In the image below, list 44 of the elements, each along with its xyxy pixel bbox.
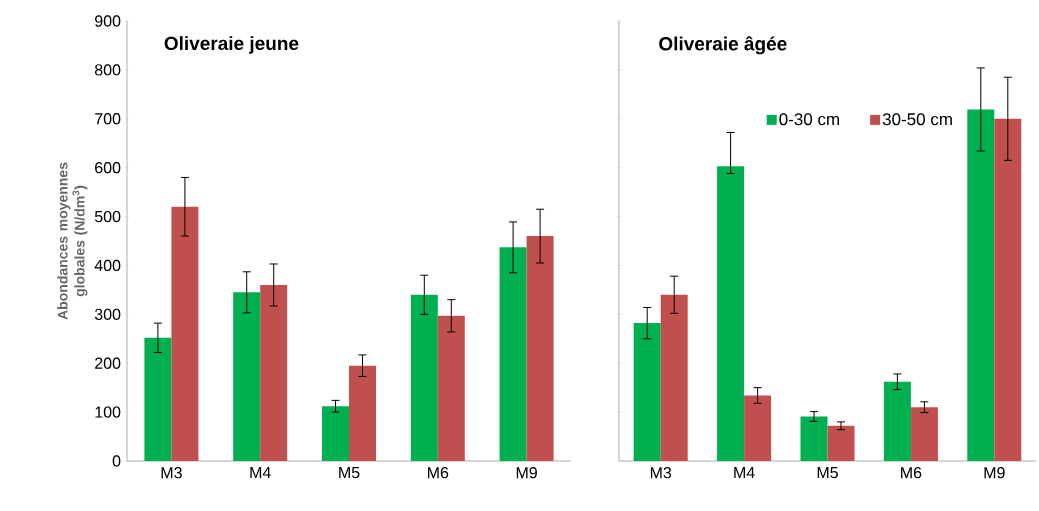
- bar: [437, 315, 465, 461]
- y-tick-label: 400: [94, 259, 121, 272]
- x-tick-label: M5: [339, 467, 360, 479]
- bar: [994, 118, 1022, 461]
- x-tick-label: M9: [516, 467, 537, 479]
- y-tick-label: 500: [94, 210, 121, 223]
- y-tick-label: 800: [94, 64, 121, 76]
- legend-label: 30-50 cm: [882, 113, 952, 126]
- x-tick-label: M9: [984, 467, 1005, 479]
- bar: [660, 294, 688, 461]
- text: Oliveraie âgée: [659, 36, 787, 55]
- bar: [322, 406, 349, 461]
- bar: [800, 416, 828, 461]
- y-tick-label: 300: [94, 308, 121, 320]
- bar: [526, 236, 554, 461]
- y-tick-label: 0: [112, 455, 121, 467]
- text: Oliveraie jeune: [164, 36, 299, 54]
- bar: [171, 206, 199, 461]
- y-tick-label: 900: [95, 15, 121, 27]
- x-tick-label: M6: [428, 467, 449, 479]
- x-tick-label: M6: [901, 467, 922, 479]
- y-tick-label: 200: [95, 357, 121, 369]
- y-tick-label: 100: [95, 406, 121, 418]
- legend-label: 0-30 cm: [779, 113, 839, 126]
- bar: [499, 247, 527, 461]
- x-tick-label: M3: [161, 467, 182, 479]
- x-tick-label: M5: [817, 467, 838, 479]
- bar: [633, 323, 661, 461]
- bar: [967, 109, 995, 461]
- bar: [260, 284, 288, 461]
- bar: [144, 337, 172, 461]
- x-tick-label: M4: [734, 467, 755, 479]
- x-tick-label: M4: [250, 467, 271, 479]
- bar: [827, 425, 855, 461]
- x-tick-label: M3: [650, 467, 672, 479]
- bar: [717, 166, 745, 461]
- bar: [910, 407, 938, 461]
- y-tick-label: 700: [95, 113, 121, 125]
- bar: [233, 292, 261, 461]
- bar: [744, 395, 772, 461]
- y-tick-label: 600: [95, 162, 121, 174]
- bar: [410, 294, 438, 461]
- bar: [883, 381, 911, 461]
- bar: [349, 365, 377, 461]
